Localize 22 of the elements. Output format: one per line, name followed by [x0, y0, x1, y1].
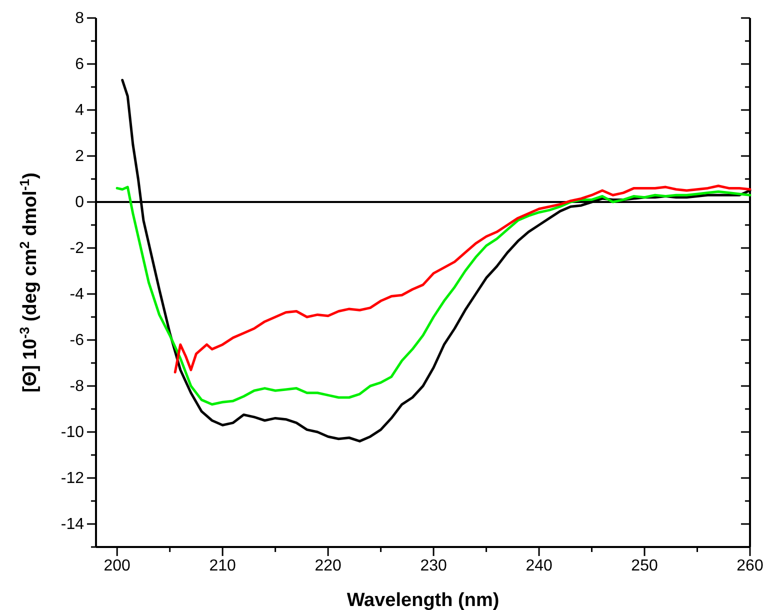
y-tick-label: -8: [70, 378, 84, 396]
y-tick-label: 6: [75, 56, 84, 74]
y-tick-label: -6: [70, 332, 84, 350]
y-tick-label: 2: [75, 148, 84, 166]
x-tick-label: 230: [420, 557, 447, 574]
y-tick-label: 0: [75, 194, 84, 212]
x-tick-label: 250: [631, 557, 658, 574]
x-tick-label: 210: [209, 557, 236, 574]
x-tick-label: 260: [736, 557, 764, 574]
y-tick-label: 8: [75, 10, 84, 28]
x-tick-label: 240: [526, 557, 552, 574]
x-axis-title: Wavelength (nm): [346, 590, 500, 610]
y-tick-label: -12: [60, 470, 84, 488]
x-tick-label: 200: [104, 557, 131, 574]
line-series: [116, 186, 752, 406]
y-tick-label: -10: [60, 424, 84, 442]
y-tick-label: -4: [70, 286, 84, 304]
x-tick-label: 220: [314, 557, 342, 574]
y-tick-label: -2: [70, 240, 84, 258]
y-tick-label: 4: [75, 102, 84, 120]
line-series: [174, 184, 752, 374]
y-tick-label: -14: [60, 516, 84, 534]
